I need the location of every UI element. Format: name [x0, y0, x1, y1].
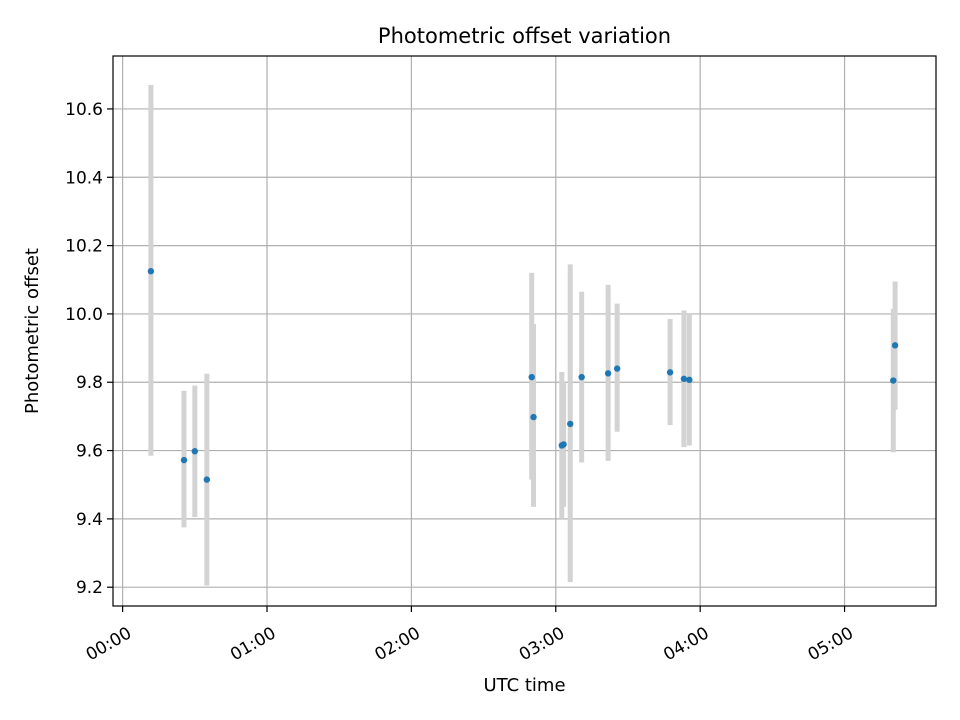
data-point — [680, 375, 688, 383]
data-points — [147, 268, 899, 483]
y-tick-label: 9.6 — [76, 442, 103, 462]
data-point — [528, 373, 535, 381]
grid-lines — [113, 56, 936, 606]
y-tick-label: 10.2 — [65, 237, 103, 257]
data-point — [890, 377, 897, 384]
y-tick-label: 9.8 — [76, 373, 103, 393]
data-point — [567, 420, 574, 428]
y-axis-label: Photometric offset — [22, 248, 43, 414]
data-point — [530, 413, 537, 421]
y-axis-ticks: 9.2 9.4 9.6 9.8 10.0 10.2 10.4 10.6 — [65, 100, 113, 598]
data-point — [578, 373, 585, 381]
data-point — [686, 376, 693, 384]
plot-frame — [112, 55, 937, 607]
y-tick-label: 10.4 — [65, 168, 103, 188]
y-tick-label: 9.4 — [76, 510, 103, 530]
y-tick-label: 10.0 — [65, 305, 103, 325]
data-point — [191, 448, 199, 455]
data-point — [147, 268, 155, 275]
data-point — [891, 342, 899, 349]
data-point — [613, 365, 621, 372]
x-axis-label: UTC time — [483, 675, 565, 696]
y-tick-label: 10.6 — [65, 100, 103, 120]
data-point — [604, 370, 612, 377]
data-point — [666, 369, 674, 376]
chart-title: Photometric offset variation — [378, 24, 671, 48]
data-point — [203, 476, 211, 483]
data-point — [560, 441, 567, 448]
y-tick-label: 9.2 — [76, 578, 103, 598]
data-point — [180, 456, 188, 464]
